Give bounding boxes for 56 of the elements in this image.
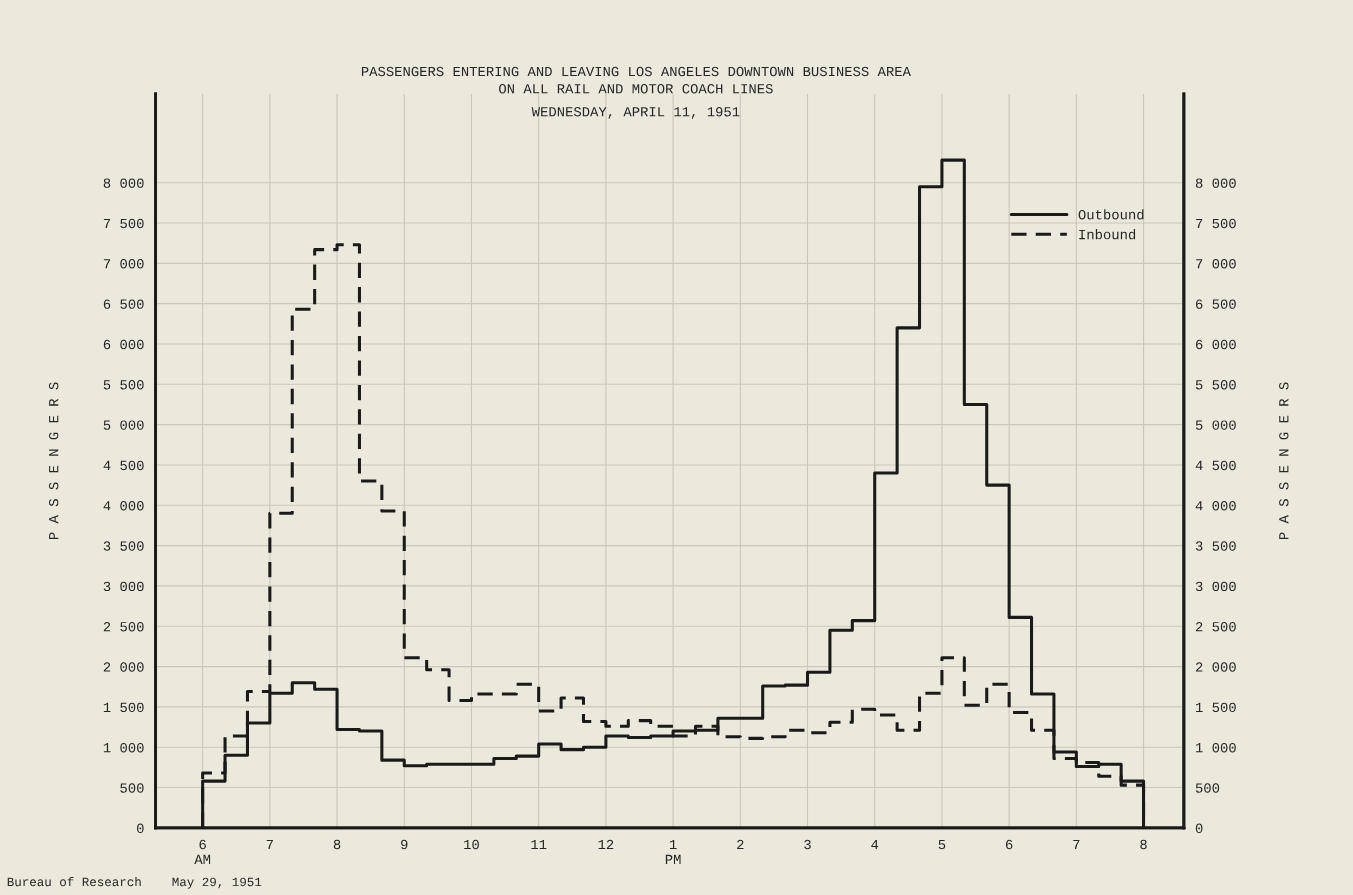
- x-tick-label: 6 AM: [194, 839, 211, 865]
- y2-tick-label: 5 500: [1195, 380, 1236, 390]
- y-tick-label: 7 500: [103, 218, 144, 229]
- x-tick-label: 11: [531, 839, 547, 850]
- y2-tick-label: 6 500: [1196, 299, 1236, 309]
- text: Bureau of Research May 29, 1951: [7, 876, 262, 889]
- y2-tick-label: 2 000: [1195, 662, 1236, 672]
- y2-axis-title: P A S S E N G E R S: [1279, 382, 1289, 540]
- legend-label: Inbound: [1079, 229, 1136, 240]
- y-tick-label: 2 500: [103, 622, 144, 632]
- y2-tick-label: 1 000: [1195, 742, 1236, 753]
- chart-subtitle: ON ALL RAIL AND MOTOR COACH LINES WEDNESDAY, APRIL 11, 1951: [499, 84, 773, 119]
- x-tick-label: 10: [464, 839, 479, 850]
- y2-tick-label: 3 000: [1195, 581, 1236, 592]
- y2-tick-label: 5 000: [1195, 420, 1236, 430]
- y2-tick-label: 0: [1195, 823, 1203, 834]
- y-tick-label: 0: [136, 823, 144, 834]
- y2-tick-label: 7 500: [1196, 218, 1236, 229]
- y-axis-title: P A S S E N G E R S: [48, 382, 59, 540]
- y-tick-label: 8 000: [103, 178, 144, 188]
- x-tick-label: 9: [401, 839, 408, 850]
- y-tick-label: 5 000: [103, 420, 144, 430]
- y-tick-label: 6 500: [103, 299, 144, 309]
- y-tick-label: 4 000: [103, 501, 144, 511]
- x-tick-label: 12: [598, 839, 614, 850]
- y-tick-label: 3 000: [103, 581, 144, 592]
- y-tick-label: 5 500: [103, 380, 144, 390]
- y2-tick-label: 2 500: [1195, 622, 1236, 632]
- y-tick-label: 7 000: [103, 259, 144, 269]
- x-tick-label: 1 PM: [665, 839, 681, 865]
- y2-tick-label: 500: [1195, 783, 1220, 793]
- x-tick-label: 4: [871, 839, 879, 850]
- y-tick-label: 4 500: [103, 460, 144, 471]
- x-tick-label: 7: [266, 839, 273, 850]
- y2-tick-label: 1 500: [1195, 702, 1236, 713]
- y2-tick-label: 4 500: [1195, 460, 1236, 471]
- y2-tick-label: 4 000: [1195, 501, 1236, 511]
- chart-title: PASSENGERS ENTERING AND LEAVING LOS ANGELES DOWNTOWN BUSINESS AREA: [361, 66, 911, 77]
- x-tick-label: 8: [1140, 839, 1147, 850]
- x-tick-label: 6: [1005, 839, 1013, 850]
- y-tick-label: 3 500: [103, 541, 144, 551]
- x-tick-label: 8: [333, 839, 341, 850]
- legend-label: Outbound: [1078, 209, 1144, 220]
- x-tick-label: 7: [1073, 839, 1080, 850]
- y2-tick-label: 6 000: [1196, 339, 1236, 350]
- y-tick-label: 2 000: [103, 662, 144, 672]
- x-tick-label: 2: [737, 839, 744, 850]
- x-tick-label: 3: [804, 839, 811, 850]
- y2-tick-label: 7 000: [1196, 259, 1236, 269]
- y2-tick-label: 3 500: [1195, 541, 1236, 551]
- x-tick-label: 5: [938, 839, 946, 850]
- y-tick-label: 6 000: [103, 339, 144, 350]
- y2-tick-label: 8 000: [1195, 178, 1236, 188]
- y-tick-label: 1 000: [103, 742, 144, 753]
- y-tick-label: 500: [120, 783, 144, 793]
- y-tick-label: 1 500: [103, 702, 144, 713]
